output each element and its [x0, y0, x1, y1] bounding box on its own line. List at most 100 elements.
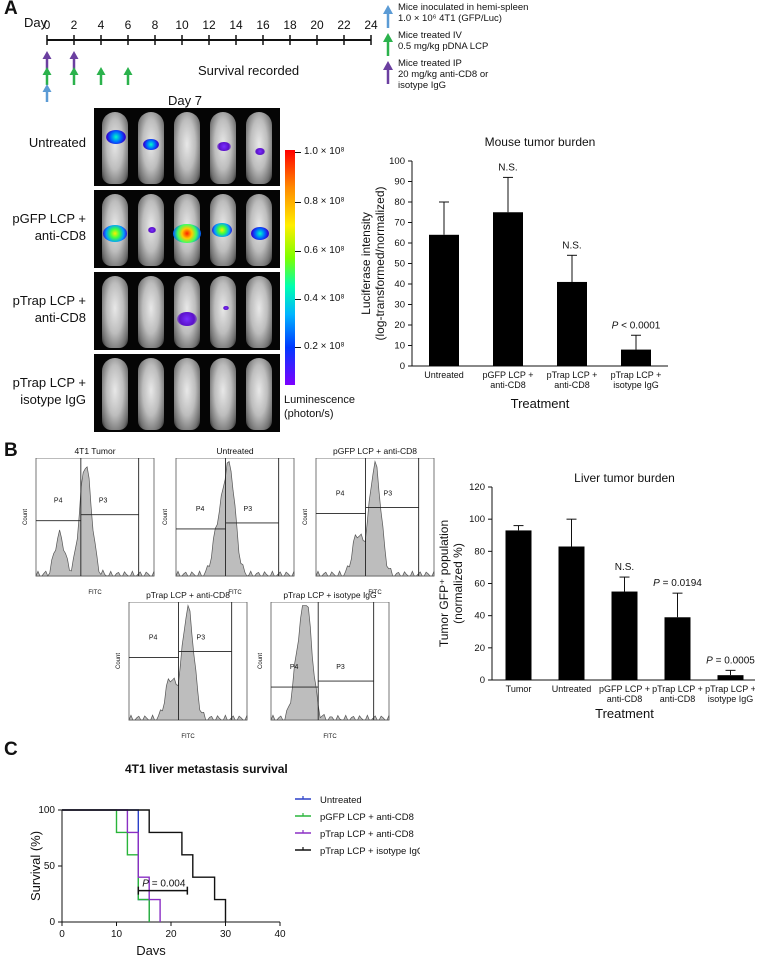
histogram-plot: P4 P3 FITC Count	[23, 458, 155, 596]
tumor-signal	[148, 227, 157, 233]
timeline-legend-text: Mice treated IV 0.5 mg/kg pDNA LCP	[398, 30, 489, 52]
tumor-signal	[143, 138, 159, 150]
histogram-y-label-text: Count	[258, 653, 264, 669]
histogram-distribution	[35, 466, 155, 577]
tumor-signal	[255, 148, 266, 156]
timeline-tick-label: 24	[364, 18, 378, 32]
histogram-y-label-text: Count	[303, 509, 309, 525]
histogram-distribution	[315, 460, 435, 577]
mouse-image	[246, 358, 272, 430]
y-tick-label: 100	[469, 514, 485, 525]
histogram-y-label: Count	[258, 653, 264, 669]
mouse-image	[210, 358, 236, 430]
legend-label: pGFP LCP + anti-CD8	[320, 812, 414, 823]
histogram-title: pGFP LCP + anti-CD8	[332, 446, 418, 456]
category-label: pGFP LCP + anti-CD8	[599, 684, 650, 704]
mouse-image	[246, 112, 272, 184]
tumor-signal	[251, 227, 270, 240]
survival-curve	[62, 809, 150, 922]
inoculation-arrow-icon	[42, 84, 52, 102]
histogram-y-label-text: Count	[23, 509, 29, 525]
tumor-signal	[173, 223, 201, 244]
histogram-x-label: FITC	[181, 734, 195, 740]
category-label: pTrap LCP + isotype IgG	[705, 684, 755, 704]
y-axis-label: Survival (%)	[28, 831, 43, 901]
colorbar-tick-label: 0.6 × 10⁸	[304, 245, 345, 256]
histogram-x-label: FITC	[228, 590, 242, 596]
y-tick-label: 40	[474, 611, 485, 622]
survival-recorded-text: Survival recorded	[198, 63, 300, 78]
timeline-tick-label: 12	[202, 18, 216, 32]
tumor-signal	[177, 312, 197, 327]
imaging-row	[94, 272, 280, 350]
x-tick-label: 10	[111, 929, 123, 940]
y-tick-label: 50	[44, 861, 56, 872]
bar	[429, 234, 459, 366]
bar	[611, 591, 638, 680]
bar	[493, 212, 523, 366]
timeline-tick-label: 8	[152, 18, 159, 32]
x-tick-label: 20	[165, 929, 177, 940]
imaging-row	[94, 354, 280, 432]
histogram-title: 4T1 Tumor	[74, 446, 116, 456]
bar	[621, 349, 651, 366]
mouse-image	[174, 112, 200, 184]
y-tick-label: 0	[400, 361, 405, 372]
timeline-tick-label: 0	[44, 18, 51, 32]
luminescence-colorbar	[285, 150, 295, 385]
y-tick-label: 30	[394, 300, 405, 311]
histogram-title: pTrap LCP + anti-CD8	[146, 590, 230, 600]
significance-label: N.S.	[615, 562, 634, 573]
significance-label: N.S.	[562, 240, 581, 251]
y-tick-label: 20	[394, 320, 405, 331]
panel-a-letter: A	[4, 0, 18, 19]
gate-label-p3: P3	[244, 506, 253, 513]
tumor-signal	[217, 141, 232, 152]
histogram-distribution	[128, 604, 248, 721]
histogram-x-label: FITC	[368, 590, 382, 596]
histogram-plot: P4 P3 FITC Count	[116, 602, 248, 740]
y-tick-label: 10	[394, 341, 405, 352]
colorbar-tick-label: 0.4 × 10⁸	[304, 293, 345, 304]
timeline-legend-text: Mice treated IP 20 mg/kg anti-CD8 or iso…	[398, 58, 489, 91]
treatment-timeline: 0 2 4 6 8 10 12 14 16 18 20 22 24	[42, 18, 378, 102]
category-label: pTrap LCP + isotype IgG	[611, 370, 662, 390]
tumor-signal	[222, 306, 229, 311]
bar	[558, 546, 585, 680]
imaging-row	[94, 190, 280, 268]
y-tick-label: 80	[394, 197, 405, 208]
gate-label-p4: P4	[336, 491, 345, 498]
colorbar-tick	[295, 299, 301, 300]
histogram-title: pTrap LCP + isotype IgG	[283, 590, 377, 600]
y-tick-label: 40	[394, 279, 405, 290]
timeline-tick-label: 18	[283, 18, 297, 32]
bar	[717, 675, 744, 680]
timeline-tick-label: 22	[337, 18, 351, 32]
mouse-image	[102, 112, 128, 184]
x-axis-label: Treatment	[595, 706, 654, 720]
x-axis-label: Days	[136, 943, 166, 955]
y-axis-label-text: Survival (%)	[28, 831, 43, 901]
mouse-tumor-burden-chart: Mouse tumor burden 0 10 20 30 40 50 60 70 80 90 100…	[359, 135, 668, 411]
category-label: pTrap LCP + anti-CD8	[547, 370, 598, 390]
chart-title: Mouse tumor burden	[485, 135, 596, 149]
category-label: Untreated	[424, 370, 464, 380]
histogram-y-label: Count	[23, 509, 29, 525]
y-axis-label-line: (log-transformed/normalized)	[373, 186, 387, 340]
y-axis-label-line: (normalized %)	[451, 543, 465, 624]
liver-tumor-burden-chart: Liver tumor burden 0 20 40 60 80 100 120 Tumor G…	[437, 471, 755, 720]
category-label: Tumor	[506, 684, 532, 694]
y-tick-label: 0	[480, 675, 485, 686]
timeline-tick-label: 20	[310, 18, 324, 32]
y-tick-label: 20	[474, 643, 485, 654]
histogram-distribution	[175, 460, 295, 577]
colorbar-tick	[295, 347, 301, 348]
imaging-row-label: pTrap LCP + isotype IgG	[12, 375, 86, 407]
ip-treatment-arrow-icon	[69, 51, 79, 69]
x-tick-label: 40	[274, 929, 286, 940]
histogram-y-label: Count	[163, 509, 169, 525]
survival-curve	[62, 809, 161, 922]
mouse-image	[102, 276, 128, 348]
mouse-image	[174, 358, 200, 430]
y-tick-label: 70	[394, 218, 405, 229]
